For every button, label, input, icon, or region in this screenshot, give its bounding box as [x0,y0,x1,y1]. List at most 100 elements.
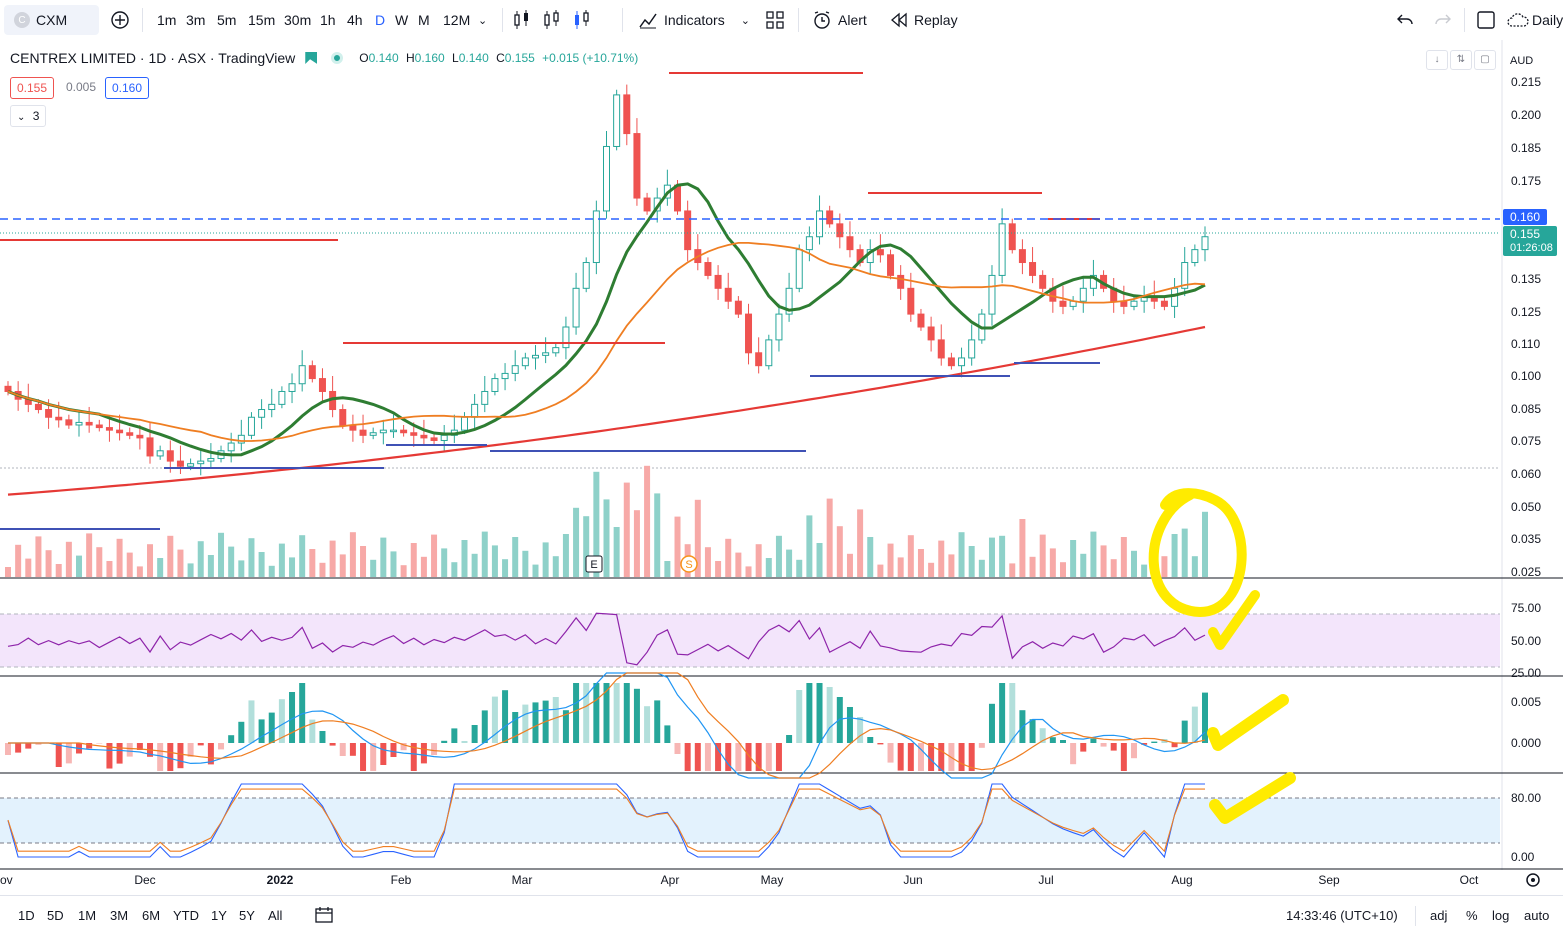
interval-dropdown-chevron-icon[interactable]: ⌄ [478,0,487,40]
bid-price-box[interactable]: 0.155 [10,77,54,99]
range-ytd-button[interactable]: YTD [173,908,199,923]
macd-histogram-bar [1060,740,1066,743]
candle-body [380,430,386,433]
pane-maximize-icon[interactable]: ▢ [1474,50,1496,70]
interval-3m-button[interactable]: 3m [186,0,205,40]
templates-button[interactable] [766,0,784,40]
volume-bar [918,549,924,577]
price-tick-label: 0.185 [1511,141,1541,155]
candle-body [502,373,508,378]
range-6m-button[interactable]: 6M [142,908,160,923]
candle-body [76,422,82,425]
indicators-collapse-toggle[interactable]: ⌄ 3 [10,105,46,127]
ask-price-box[interactable]: 0.160 [105,77,149,99]
interval-1h-button[interactable]: 1h [320,0,336,40]
macd-histogram-bar [654,700,660,743]
range-3m-button[interactable]: 3M [110,908,128,923]
indicators-button[interactable]: Indicators ⌄ [638,0,750,40]
interval-30m-button[interactable]: 30m [284,0,311,40]
percent-toggle[interactable]: % [1466,908,1478,923]
volume-bar [380,538,386,577]
interval-w-button[interactable]: W [395,0,408,40]
bar-style-hollow-button[interactable] [542,0,562,40]
indicator-count: 3 [33,109,40,123]
hollow-candles-icon [542,9,562,31]
layout-save-button[interactable]: Daily [1506,0,1563,40]
candle-body [1080,288,1086,301]
macd-histogram-bar [218,743,224,749]
clock-timezone[interactable]: 14:33:46 (UTC+10) [1286,908,1398,923]
macd-histogram-bar [634,689,640,743]
interval-1m-button[interactable]: 1m [157,0,176,40]
volume-bar [654,493,660,577]
bar-style-candles-button[interactable] [512,0,532,40]
chart-canvas[interactable]: 0.2150.2000.1850.1750.1350.1250.1100.100… [0,40,1563,895]
range-5y-button[interactable]: 5Y [239,908,255,923]
macd-histogram-bar [1080,743,1086,752]
legend-title[interactable]: CENTREX LIMITED · 1D · ASX · TradingView [10,50,295,66]
range-1m-button[interactable]: 1M [78,908,96,923]
volume-bar [76,556,82,577]
fullscreen-button[interactable] [1476,0,1496,40]
interval-5m-button[interactable]: 5m [217,0,236,40]
volume-bar [532,565,538,577]
date-range-calendar-icon[interactable] [314,906,334,927]
alert-button[interactable]: Alert [812,0,867,40]
macd-histogram-bar [938,743,944,771]
range-1d-button[interactable]: 1D [18,908,35,923]
bottom-toolbar: 1D 5D 1M 3M 6M YTD 1Y 5Y All 14:33:46 (UTC+10) a… [0,895,1563,938]
log-toggle[interactable]: log [1492,908,1509,923]
volume-bar [411,543,417,577]
candle-body [431,438,437,441]
candle-body [644,198,650,211]
interval-12m-button[interactable]: 12M [443,0,470,40]
macd-histogram-bar [1151,742,1157,743]
interval-m-button[interactable]: M [418,0,430,40]
macd-histogram-bar [259,719,265,743]
time-tick-label: Apr [661,873,680,887]
volume-bar [390,551,396,577]
candle-body [624,95,630,134]
interval-15m-button[interactable]: 15m [248,0,275,40]
candle-body [1131,301,1137,306]
macd-histogram-bar [553,697,559,743]
macd-histogram-bar [5,743,11,755]
macd-histogram-bar [867,737,873,743]
price-tick-label: 0.050 [1511,500,1541,514]
redo-button[interactable] [1434,0,1452,40]
price-tick-label: 0.060 [1511,467,1541,481]
range-1y-button[interactable]: 1Y [211,908,227,923]
volume-bar [451,562,457,577]
macd-histogram-bar [1101,743,1107,747]
compare-add-button[interactable] [110,0,130,40]
volume-bar [1060,562,1066,577]
auto-toggle[interactable]: auto [1524,908,1549,923]
candle-body [127,433,133,436]
split-marker-label: S [685,559,692,571]
symbol-search-button[interactable]: C CXM [4,5,99,35]
undo-button[interactable] [1396,0,1414,40]
candle-body [482,391,488,404]
volume-bar [817,543,823,577]
candle-body [604,146,610,210]
pane-collapse-icon[interactable]: ⇅ [1450,50,1472,70]
candle-body [847,237,853,250]
interval-4h-button[interactable]: 4h [347,0,363,40]
adjust-toggle[interactable]: adj [1430,908,1447,923]
macd-histogram-bar [167,743,173,771]
flag-icon[interactable] [305,52,317,64]
bar-countdown-label: 01:26:08 [1510,242,1553,254]
bar-style-colored-button[interactable] [572,0,594,40]
volume-bar [553,556,559,577]
price-tick-label: 0.035 [1511,532,1541,546]
volume-bar [96,547,102,577]
volume-bar [948,554,954,577]
rsi-band [0,614,1500,667]
candle-body [918,314,924,327]
range-5d-button[interactable]: 5D [47,908,64,923]
replay-button[interactable]: Replay [890,0,958,40]
interval-d-button[interactable]: D [375,0,385,40]
pane-move-down-icon[interactable]: ↓ [1426,50,1448,70]
macd-histogram-bar [624,683,630,743]
range-all-button[interactable]: All [268,908,282,923]
